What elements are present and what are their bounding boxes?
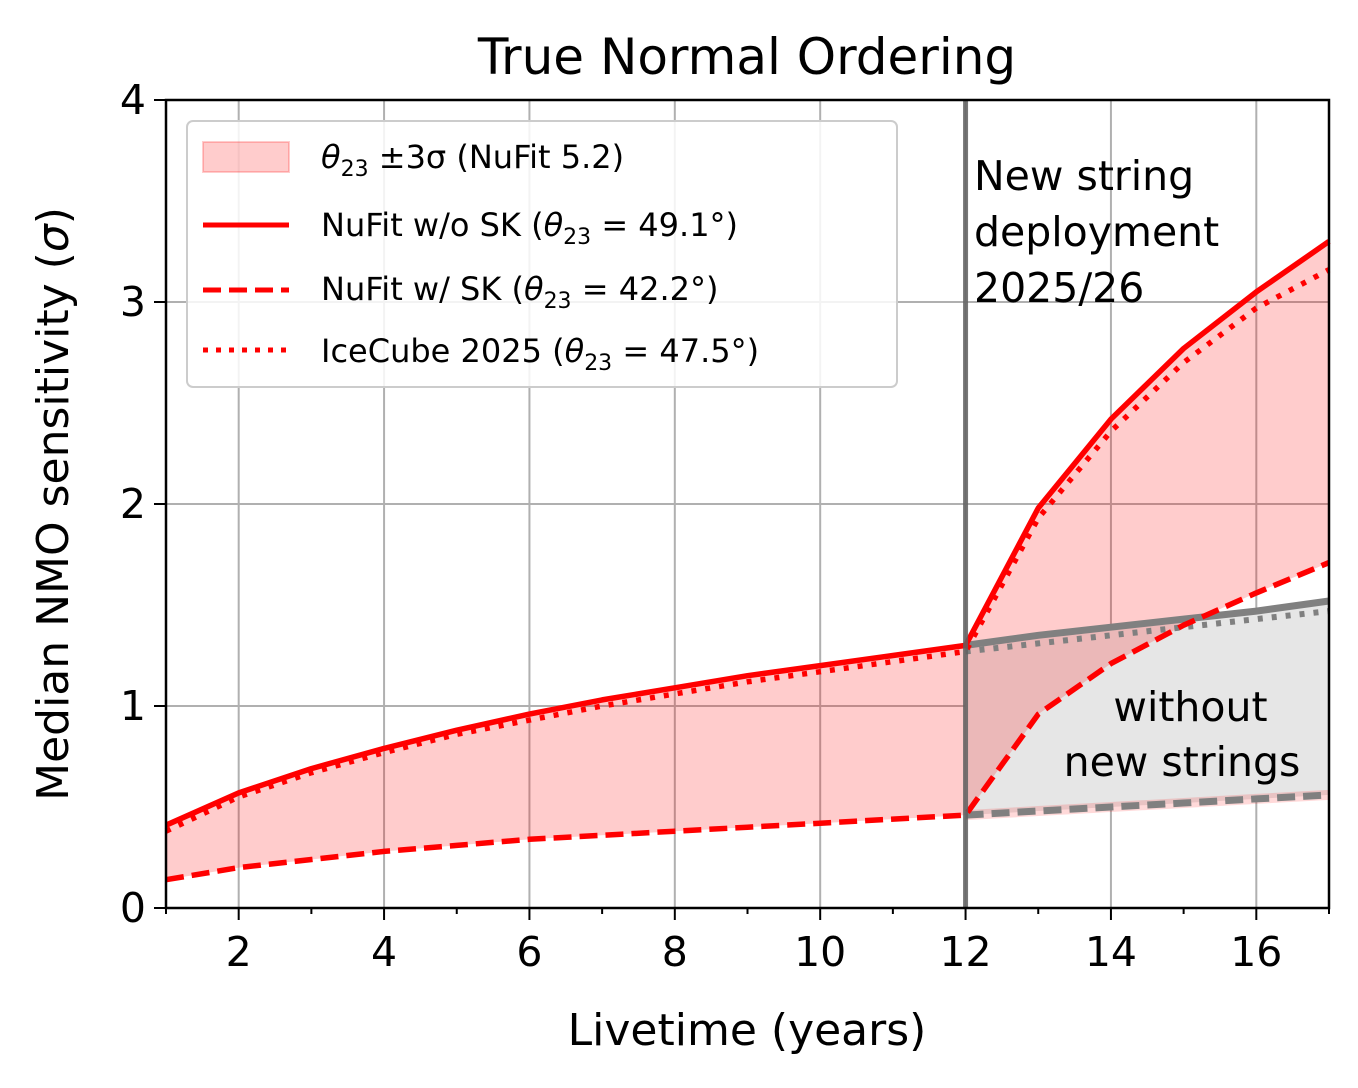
nufit-without-sk-line <box>164 239 1331 828</box>
without-strings-dotted-line <box>965 608 1330 655</box>
annotation-without-new-strings: without new strings <box>1064 683 1301 786</box>
without-new-strings-band <box>965 601 1329 816</box>
legend-band-swatch <box>202 141 290 173</box>
legend-band-label: θ23 ±3σ (NuFit 5.2) <box>321 138 624 182</box>
series-lines <box>164 239 1331 883</box>
legend-solid-label: NuFit w/o SK (θ23 = 49.1°) <box>321 206 738 250</box>
theta23-band-after <box>965 241 1329 816</box>
y-axis-label: Median NMO sensitivity (σ) <box>28 207 79 801</box>
y-tick-label: 3 <box>120 278 146 326</box>
band-fills <box>166 241 1330 880</box>
legend: θ23 ±3σ (NuFit 5.2) NuFit w/o SK (θ23 = … <box>186 120 898 388</box>
x-tick-label: 4 <box>371 928 397 976</box>
x-tick-label: 6 <box>516 928 542 976</box>
y-tick-label: 1 <box>120 682 146 730</box>
theta23-band-before <box>166 645 966 880</box>
icecube-2025-line <box>164 267 1331 834</box>
legend-dashed-label: NuFit w/ SK (θ23 = 42.2°) <box>321 270 718 314</box>
without-strings-dashed-line <box>965 791 1330 819</box>
without-strings-solid-line <box>965 597 1330 649</box>
x-axis-label: Livetime (years) <box>568 1005 927 1056</box>
y-tick-label: 0 <box>120 884 146 932</box>
x-tick-label: 12 <box>939 928 991 976</box>
x-tick-label: 14 <box>1085 928 1137 976</box>
x-tick-label: 10 <box>794 928 846 976</box>
chart-title: True Normal Ordering <box>477 28 1016 86</box>
nufit-with-sk-line <box>165 560 1331 883</box>
x-tick-label: 8 <box>662 928 688 976</box>
annotation-new-string-deployment: New string deployment 2025/26 <box>974 152 1232 312</box>
x-tick-label: 16 <box>1230 928 1282 976</box>
x-tick-label: 2 <box>226 928 252 976</box>
legend-dotted-label: IceCube 2025 (θ23 = 47.5°) <box>321 332 759 376</box>
y-tick-label: 4 <box>120 76 146 124</box>
y-tick-label: 2 <box>120 480 146 528</box>
legend-box <box>186 120 898 388</box>
